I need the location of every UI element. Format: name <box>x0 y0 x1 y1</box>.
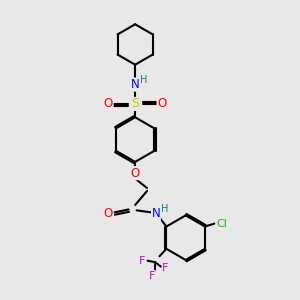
Text: Cl: Cl <box>216 219 227 229</box>
Text: H: H <box>160 204 168 214</box>
Text: O: O <box>157 98 167 110</box>
Text: F: F <box>149 271 155 281</box>
Text: F: F <box>139 256 145 266</box>
Text: F: F <box>162 263 169 273</box>
Text: S: S <box>131 98 139 110</box>
Text: H: H <box>140 75 147 85</box>
Text: N: N <box>131 78 140 91</box>
Text: O: O <box>104 207 113 220</box>
Text: N: N <box>152 207 160 220</box>
Text: O: O <box>130 167 140 180</box>
Text: O: O <box>104 98 113 110</box>
